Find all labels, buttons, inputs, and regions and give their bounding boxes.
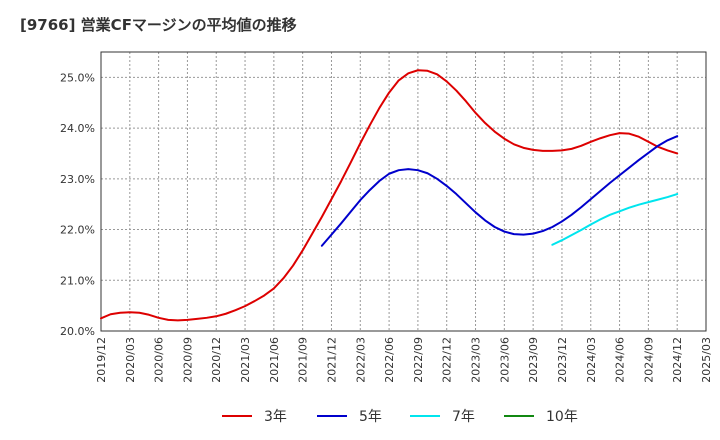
legend-item-4: 10年 — [504, 404, 578, 428]
y-tick-label: 21.0% — [60, 274, 95, 287]
x-tick-label: 2023/03 — [470, 337, 483, 383]
legend-label: 7年 — [452, 409, 475, 425]
x-tick-label: 2020/09 — [181, 337, 194, 383]
x-tick-label: 2023/12 — [556, 337, 569, 383]
x-tick-label: 2020/06 — [153, 337, 166, 383]
y-tick-label: 24.0% — [60, 122, 95, 135]
legend-swatch — [504, 415, 534, 417]
legend-swatch — [317, 415, 347, 417]
x-tick-label: 2022/06 — [383, 337, 396, 383]
x-tick-label: 2021/09 — [297, 337, 310, 383]
x-tick-label: 2024/09 — [642, 337, 655, 383]
plot-background — [101, 52, 706, 331]
y-axis-ticks: 20.0% 21.0% 22.0% 23.0% 24.0% 25.0% — [60, 71, 95, 338]
legend-label: 5年 — [359, 409, 382, 425]
legend-item-3: 7年 — [410, 404, 475, 428]
x-axis-ticks: 2019/12 2020/03 2020/06 2020/09 2020/12 2021/… — [95, 337, 713, 383]
series-layer — [100, 69, 679, 322]
x-tick-label: 2021/06 — [268, 337, 281, 383]
x-tick-label: 2022/12 — [441, 337, 454, 383]
x-tick-label: 2022/09 — [412, 337, 425, 383]
x-tick-label: 2020/12 — [210, 337, 223, 383]
x-tick-label: 2024/06 — [614, 337, 627, 383]
x-tick-label: 2021/12 — [325, 337, 338, 383]
legend-item-2: 5年 — [317, 404, 382, 428]
series-line-2 — [320, 135, 679, 247]
x-tick-label: 2024/12 — [671, 337, 684, 383]
x-tick-label: 2021/03 — [239, 337, 252, 383]
y-tick-label: 23.0% — [60, 173, 95, 186]
plot-frame — [100, 51, 707, 332]
chart-title: [9766] 営業CFマージンの平均値の推移 — [20, 16, 297, 34]
series-line-1 — [100, 69, 679, 322]
x-tick-label: 2020/03 — [124, 337, 137, 383]
legend-label: 10年 — [546, 409, 578, 425]
y-tick-label: 22.0% — [60, 224, 95, 237]
legend-swatch — [222, 415, 252, 417]
x-tick-label: 2022/03 — [354, 337, 367, 383]
y-tick-label: 20.0% — [60, 325, 95, 338]
series-line-3 — [551, 193, 679, 246]
grid-layer — [100, 52, 707, 332]
x-tick-label: 2025/03 — [700, 337, 713, 383]
legend-label: 3年 — [264, 409, 287, 425]
legend: 3年 5年 7年 10年 — [0, 404, 720, 428]
x-tick-label: 2024/03 — [585, 337, 598, 383]
legend-item-1: 3年 — [222, 404, 287, 428]
y-tick-label: 25.0% — [60, 71, 95, 84]
legend-swatch — [410, 415, 440, 417]
x-tick-label: 2023/06 — [498, 337, 511, 383]
x-tick-label: 2023/09 — [527, 337, 540, 383]
x-tick-label: 2019/12 — [95, 337, 108, 383]
